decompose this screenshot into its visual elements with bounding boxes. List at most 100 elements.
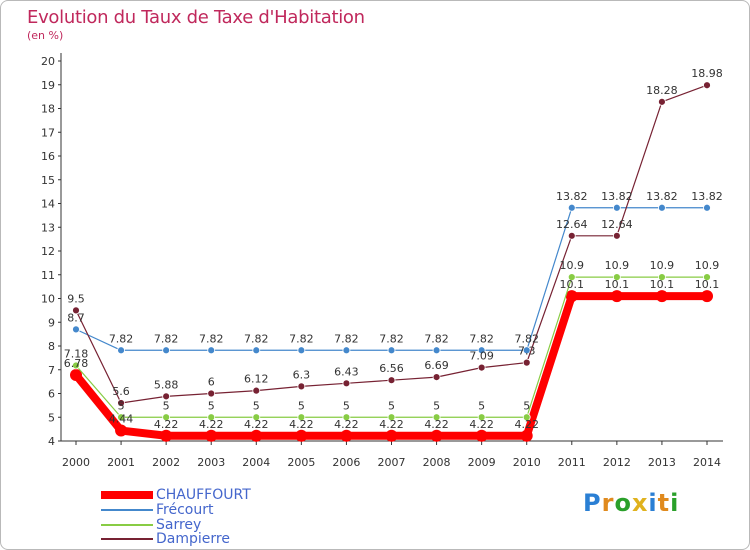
data-point — [565, 290, 578, 303]
data-label: 4.22 — [289, 418, 314, 431]
logo-letter: P — [583, 489, 602, 517]
x-tick-label: 2008 — [423, 456, 451, 469]
logo-letter: o — [614, 489, 632, 517]
data-point — [205, 429, 218, 442]
y-tick-label: 18 — [41, 103, 55, 116]
data-label: 4.22 — [379, 418, 404, 431]
legend-label: CHAUFFOURT — [156, 487, 251, 503]
series-line-dampierre — [75, 84, 708, 404]
y-tick-label: 14 — [41, 198, 55, 211]
data-label: 7.09 — [469, 350, 494, 363]
data-point — [522, 413, 531, 422]
legend-swatch — [101, 491, 153, 499]
data-label: 4.22 — [334, 418, 359, 431]
data-label: 18.98 — [691, 67, 723, 80]
data-point — [477, 363, 486, 372]
data-label: 10.1 — [650, 278, 675, 291]
data-label: 6.43 — [334, 365, 359, 378]
data-point — [342, 413, 351, 422]
data-label: 10.1 — [605, 278, 630, 291]
data-point — [432, 346, 441, 355]
data-label: 9.5 — [67, 292, 85, 305]
data-point — [297, 346, 306, 355]
data-point — [342, 379, 351, 388]
logo-letter: i — [648, 489, 658, 517]
data-label: 4.44 — [109, 413, 134, 426]
legend-label: Sarrey — [156, 517, 202, 533]
data-point — [477, 346, 486, 355]
data-point — [477, 413, 486, 422]
data-point — [115, 424, 128, 437]
y-tick-label: 17 — [41, 126, 55, 139]
data-point — [72, 325, 80, 334]
data-point — [387, 376, 396, 385]
data-point — [207, 389, 216, 398]
x-tick-label: 2005 — [287, 456, 315, 469]
data-point — [72, 306, 80, 315]
chart-subtitle: (en %) — [27, 29, 64, 42]
data-point — [72, 361, 80, 370]
data-label: 5 — [298, 399, 305, 412]
data-point — [612, 203, 621, 212]
logo-letter: i — [670, 489, 680, 517]
x-tick-label: 2006 — [332, 456, 360, 469]
data-label: 7.82 — [424, 332, 449, 345]
data-label: 7.82 — [379, 332, 404, 345]
data-label: 7.82 — [469, 332, 494, 345]
data-label: 5 — [208, 399, 215, 412]
data-label: 7.3 — [518, 345, 536, 358]
x-tick-label: 2000 — [62, 456, 90, 469]
data-label: 5.88 — [154, 378, 179, 391]
data-label: 10.9 — [695, 259, 720, 272]
data-point — [252, 346, 261, 355]
x-tick-label: 2014 — [693, 456, 721, 469]
data-point — [117, 413, 125, 422]
data-label: 5 — [433, 399, 440, 412]
y-tick-label: 4 — [48, 435, 55, 448]
data-point — [340, 429, 353, 442]
data-point — [658, 273, 666, 282]
data-point — [387, 413, 396, 422]
legend-swatch — [101, 538, 153, 540]
data-point — [612, 231, 621, 240]
y-tick-label: 20 — [41, 55, 55, 68]
y-tick-label: 7 — [48, 364, 55, 377]
x-tick-label: 2004 — [242, 456, 270, 469]
y-tick-label: 11 — [41, 269, 55, 282]
data-point — [701, 290, 713, 303]
y-tick-label: 15 — [41, 174, 55, 187]
data-point — [385, 429, 398, 442]
data-label: 7.82 — [109, 332, 134, 345]
data-label: 4.22 — [244, 418, 269, 431]
x-tick-label: 2009 — [468, 456, 496, 469]
data-label: 6.12 — [244, 373, 269, 386]
logo-letter: r — [601, 489, 615, 517]
logo-letter: x — [631, 489, 649, 517]
data-label: 5 — [478, 399, 485, 412]
data-label: 10.1 — [695, 278, 720, 291]
data-label: 7.82 — [199, 332, 224, 345]
data-point — [612, 273, 621, 282]
data-label: 12.64 — [601, 218, 633, 231]
data-point — [117, 346, 125, 355]
data-point — [207, 413, 216, 422]
x-tick-label: 2001 — [107, 456, 135, 469]
y-tick-label: 8 — [48, 340, 55, 353]
proxiti-logo: Proxiti — [583, 489, 679, 517]
data-label: 4.22 — [469, 418, 494, 431]
data-point — [297, 413, 306, 422]
data-point — [70, 368, 82, 381]
data-point — [297, 382, 306, 391]
data-point — [567, 231, 576, 240]
data-label: 7.82 — [334, 332, 359, 345]
y-tick-label: 10 — [41, 293, 55, 306]
data-label: 5 — [523, 399, 530, 412]
x-tick-label: 2007 — [378, 456, 406, 469]
data-label: 6.78 — [64, 357, 89, 370]
data-point — [703, 203, 711, 212]
data-label: 13.82 — [646, 190, 678, 203]
data-point — [522, 346, 531, 355]
x-tick-label: 2010 — [513, 456, 541, 469]
